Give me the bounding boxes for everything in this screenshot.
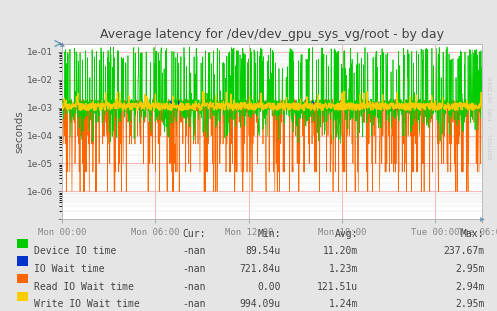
Text: -nan: -nan [183,264,206,274]
Text: 11.20m: 11.20m [323,246,358,256]
Title: Average latency for /dev/dev_gpu_sys_vg/root - by day: Average latency for /dev/dev_gpu_sys_vg/… [100,28,444,41]
Text: Avg:: Avg: [334,229,358,239]
Text: 2.95m: 2.95m [455,299,485,309]
Text: 0.00: 0.00 [257,282,281,292]
Y-axis label: seconds: seconds [14,110,24,153]
Text: Device IO time: Device IO time [34,246,116,256]
Text: IO Wait time: IO Wait time [34,264,104,274]
Text: Min:: Min: [257,229,281,239]
Text: 89.54u: 89.54u [246,246,281,256]
Text: Read IO Wait time: Read IO Wait time [34,282,134,292]
Text: Max:: Max: [461,229,485,239]
Text: 1.24m: 1.24m [329,299,358,309]
Text: 2.94m: 2.94m [455,282,485,292]
Text: -nan: -nan [183,299,206,309]
Text: -nan: -nan [183,282,206,292]
Text: 1.23m: 1.23m [329,264,358,274]
Text: 721.84u: 721.84u [240,264,281,274]
Text: 237.67m: 237.67m [443,246,485,256]
Text: RRDTOOL / TOBI OETIKER: RRDTOOL / TOBI OETIKER [489,77,494,160]
Text: 121.51u: 121.51u [317,282,358,292]
Text: Write IO Wait time: Write IO Wait time [34,299,140,309]
Text: -nan: -nan [183,246,206,256]
Text: 2.95m: 2.95m [455,264,485,274]
Text: 994.09u: 994.09u [240,299,281,309]
Text: Cur:: Cur: [183,229,206,239]
